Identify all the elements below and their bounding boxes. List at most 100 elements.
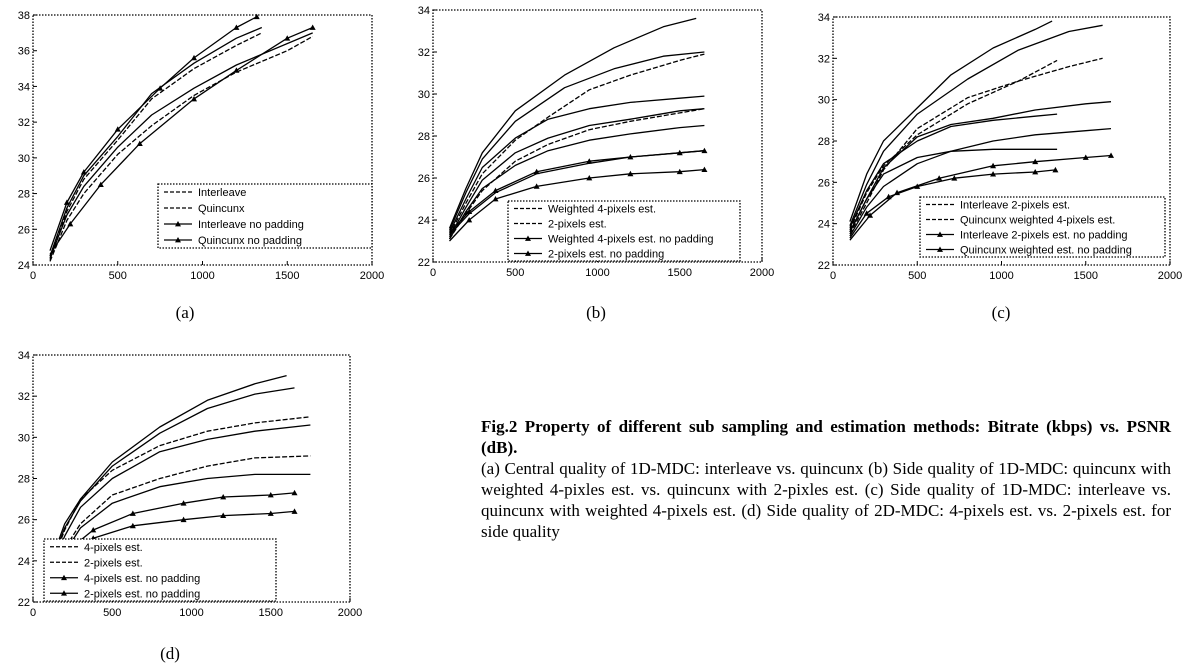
legend-label: Quincunx no padding	[198, 235, 302, 247]
series-marker	[253, 13, 260, 20]
legend-marker	[61, 590, 67, 596]
series-marker	[220, 494, 227, 500]
series-marker	[267, 491, 274, 498]
legend-marker	[61, 574, 67, 581]
y-tick-label: 26	[418, 173, 430, 185]
series-marker	[267, 510, 274, 516]
y-tick-label: 34	[418, 5, 430, 17]
y-tick-label: 26	[18, 224, 30, 236]
series-marker	[1032, 158, 1039, 165]
series-marker	[129, 510, 136, 516]
series-line	[48, 374, 287, 568]
series-marker	[990, 162, 997, 169]
series-line	[49, 35, 314, 262]
series-line	[48, 424, 311, 574]
y-tick-label: 26	[18, 515, 30, 527]
legend-label: Interleave 2-pixels est. no padding	[960, 230, 1128, 242]
chart-d-svg: 0 500 1000 1500 2000 22 24 26 28 30 32 34 4-pixels e…	[18, 350, 362, 619]
series-line	[849, 169, 1056, 239]
series-line	[448, 51, 705, 231]
chart-a-label: (a)	[175, 303, 195, 322]
chart-b-label: (b)	[586, 303, 606, 322]
chart-panel-d: 0 500 1000 1500 2000 22 24 26 28 30 32 34 4-pixels e…	[0, 340, 380, 640]
legend-marker	[937, 246, 943, 252]
legend-label: 4-pixels est. no padding	[84, 573, 200, 585]
series-line	[449, 150, 705, 236]
series-line	[448, 108, 705, 240]
x-tick-label: 2000	[1158, 270, 1182, 282]
legend-label: 2-pixels est. no padding	[548, 249, 664, 261]
series-line	[449, 168, 705, 242]
y-tick-label: 24	[18, 556, 30, 568]
x-tick-label: 2000	[360, 270, 384, 282]
series-line	[448, 108, 705, 238]
series-marker	[533, 183, 540, 189]
series-marker	[129, 522, 136, 529]
x-tick-label: 500	[109, 270, 127, 282]
chart-d-label: (d)	[160, 644, 180, 663]
figure-caption: Fig.2 Property of different sub sampling…	[481, 416, 1171, 542]
x-tick-label: 0	[430, 267, 436, 279]
series-line	[849, 101, 1112, 233]
series-marker	[180, 516, 187, 523]
series-marker	[233, 24, 240, 30]
series-line	[849, 148, 1058, 233]
y-tick-label: 28	[18, 189, 30, 201]
chart-b-svg: 0 500 1000 1500 2000 22 24 26 28 30 32 34 Weighted 4…	[418, 5, 774, 279]
series-marker	[676, 168, 683, 175]
series-marker	[627, 170, 634, 177]
series-marker	[863, 210, 870, 216]
series-marker	[1108, 152, 1115, 158]
series-line	[849, 57, 1103, 235]
series-marker	[291, 489, 298, 496]
legend-marker	[525, 235, 531, 241]
legend-marker	[175, 237, 181, 243]
series-marker	[533, 168, 540, 175]
series-line	[448, 95, 705, 233]
series-line	[49, 26, 313, 255]
series-marker	[586, 158, 593, 164]
y-tick-label: 32	[18, 117, 30, 129]
series-marker	[114, 126, 121, 132]
series-marker	[136, 140, 143, 146]
y-tick-label: 22	[818, 260, 830, 272]
x-tick-label: 1500	[259, 607, 283, 619]
y-tick-label: 30	[818, 95, 830, 107]
legend-marker	[175, 221, 181, 227]
chart-a-svg: 0 500 1000 1500 2000 24 26 28 30 32 34 36 38 Interlea…	[18, 10, 384, 282]
x-tick-label: 500	[908, 270, 926, 282]
series-marker	[233, 67, 240, 73]
y-tick-label: 26	[818, 177, 830, 189]
y-tick-label: 24	[818, 219, 830, 231]
y-tick-label: 34	[818, 12, 830, 24]
legend-label: Weighted 4-pixels est.	[548, 204, 656, 216]
series-marker	[1032, 169, 1039, 175]
series-marker	[90, 526, 97, 533]
legend-box	[43, 538, 277, 602]
y-tick-label: 22	[18, 597, 30, 609]
y-tick-label: 32	[18, 391, 30, 403]
x-tick-label: 1000	[585, 267, 609, 279]
legend-label: Interleave no padding	[198, 219, 304, 231]
x-tick-label: 1500	[275, 270, 299, 282]
legend-label: Quincunx weighted 4-pixels est.	[960, 215, 1115, 227]
y-tick-label: 24	[18, 260, 30, 272]
series-marker	[894, 189, 901, 196]
legend-label: Quincunx	[198, 203, 245, 215]
series-marker	[466, 217, 473, 223]
chart-panel-c: 0 500 1000 1500 2000 22 24 26 28 30 32 34 Interleave…	[800, 0, 1188, 300]
series-marker	[180, 500, 187, 506]
y-tick-label: 28	[18, 474, 30, 486]
series-line	[849, 154, 1112, 241]
legend-box	[507, 200, 741, 262]
series-line	[849, 127, 1112, 237]
x-tick-label: 1500	[1074, 270, 1098, 282]
x-tick-label: 0	[830, 270, 836, 282]
series-line	[448, 53, 705, 236]
series-marker	[191, 95, 198, 102]
legend-label: Weighted 4-pixels est. no padding	[548, 234, 714, 246]
series-line	[49, 32, 263, 260]
series-line	[849, 24, 1103, 226]
series-marker	[867, 212, 874, 218]
series-marker	[309, 24, 316, 30]
